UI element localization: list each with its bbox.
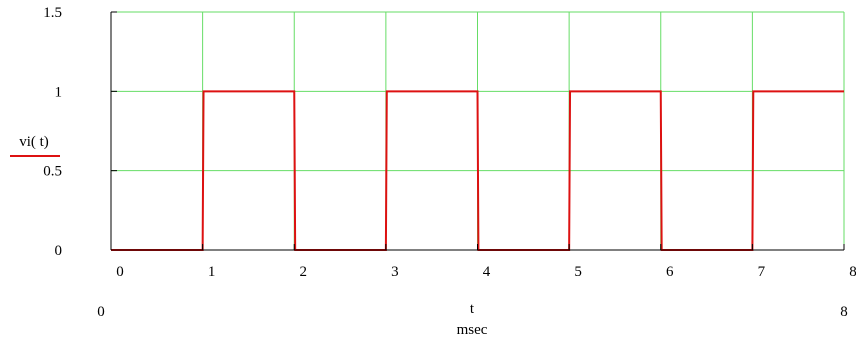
x-tick-label-4: 4 <box>483 264 491 280</box>
x-tick-label-6: 6 <box>666 264 674 280</box>
x-axis-unit-label: msec <box>457 322 488 338</box>
x-tick-label-8: 8 <box>849 264 856 280</box>
x-tick-label-7: 7 <box>758 264 766 280</box>
x-tick-label-1: 1 <box>208 264 216 280</box>
x-tick-label-2: 2 <box>300 264 308 280</box>
y-tick-label-0: 0 <box>55 243 63 259</box>
y-tick-label-1: 1 <box>55 84 63 100</box>
x-tick-label-0: 0 <box>116 264 124 280</box>
y-tick-labels: 0 0.5 1 1.5 <box>43 5 62 259</box>
x-tick-labels: 0 1 2 3 4 5 6 7 8 <box>116 264 856 280</box>
legend-label: vi( t) <box>19 134 49 150</box>
x-tick-label-5: 5 <box>574 264 582 280</box>
x-range-min-label: 0 <box>97 304 105 320</box>
x-tick-label-3: 3 <box>391 264 399 280</box>
x-axis-label: t <box>470 301 475 317</box>
axes <box>110 11 845 251</box>
x-range-max-label: 8 <box>840 304 848 320</box>
y-tick-label-0_5: 0.5 <box>43 164 62 180</box>
y-tick-label-1_5: 1.5 <box>43 5 62 21</box>
